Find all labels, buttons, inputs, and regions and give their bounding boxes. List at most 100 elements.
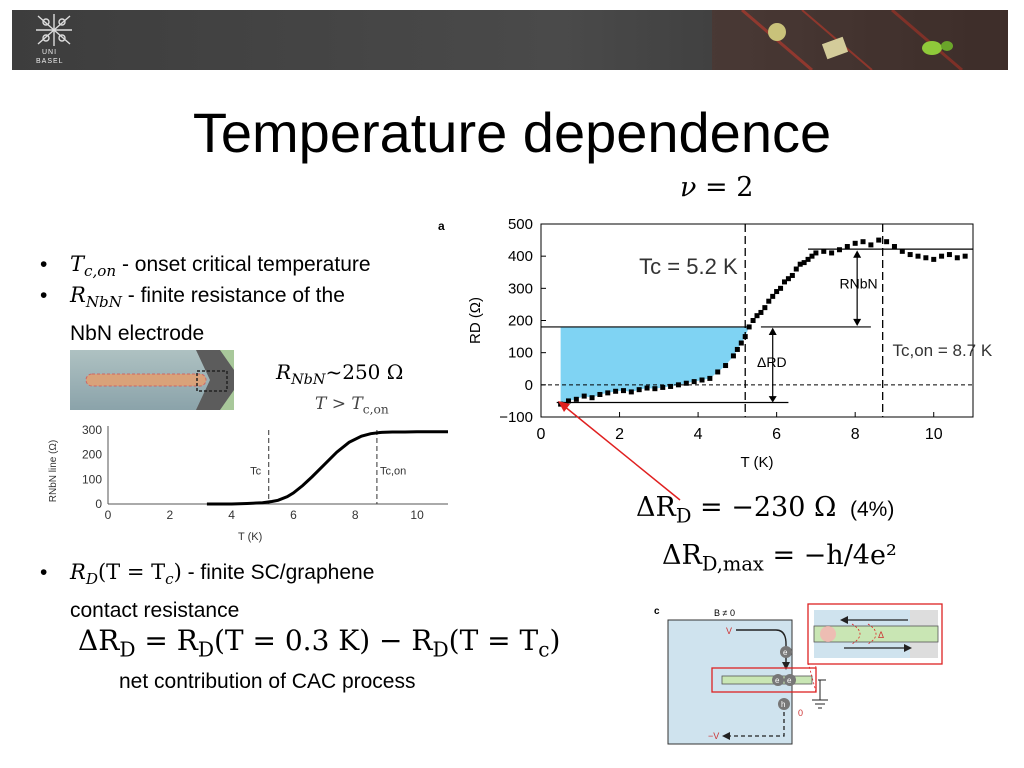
tc-on-annotation: Tc,on = 8.7 K — [892, 341, 992, 360]
tc-annotation: Tc — [250, 465, 262, 477]
x-tick-label: 2 — [166, 508, 173, 522]
data-point — [613, 388, 619, 394]
delta-rd-arrow-head — [768, 327, 777, 335]
y-tick-label: 0 — [95, 497, 102, 511]
rnbn-curve — [206, 430, 448, 506]
data-point — [762, 305, 768, 311]
delta-rd-annotation: ΔRD — [757, 354, 787, 370]
data-point — [793, 266, 799, 272]
data-point — [852, 240, 858, 246]
y-tick-label: 100 — [508, 345, 533, 362]
logo-text-basel: BASEL — [36, 58, 64, 65]
data-point — [774, 289, 780, 295]
rnbn-annotation: RNbN — [839, 275, 877, 291]
data-point — [939, 253, 945, 259]
data-point — [836, 247, 842, 253]
rnbn-arrow-head — [853, 318, 862, 326]
y-axis-label: RNbN line (Ω) — [48, 440, 59, 503]
data-point — [738, 340, 744, 346]
data-point — [884, 239, 890, 245]
electron-label: e — [783, 648, 788, 657]
x-tick-label: 6 — [772, 426, 781, 443]
electron-label-2: e — [775, 676, 780, 685]
delta-rd-value: ΔRD = −230 Ω — [636, 492, 837, 528]
bug-icon — [922, 41, 942, 55]
data-point — [683, 380, 689, 386]
data-point — [813, 250, 819, 256]
y-tick-label: 500 — [508, 216, 533, 233]
y-tick-label: 400 — [508, 248, 533, 265]
nbn-electrode-image — [70, 350, 234, 410]
data-point — [628, 389, 634, 395]
data-point — [923, 255, 929, 261]
data-point — [785, 276, 791, 282]
x-tick-label: 0 — [537, 426, 546, 443]
x-tick-label: 10 — [410, 508, 424, 522]
zoom-box — [196, 370, 228, 392]
delta-label: Δ — [878, 630, 884, 640]
data-point — [746, 324, 752, 330]
data-point — [805, 256, 811, 262]
data-point — [730, 353, 736, 359]
x-tick-label: 10 — [925, 426, 943, 443]
minus-v-label: −V — [708, 731, 719, 741]
data-point — [652, 386, 658, 392]
v-label: V — [726, 626, 732, 636]
data-point — [860, 239, 866, 245]
data-point — [715, 369, 721, 375]
y-tick-label: 300 — [82, 423, 102, 437]
data-point — [962, 253, 968, 259]
tc-on-annotation: Tc,on — [380, 465, 406, 477]
data-point — [891, 244, 897, 250]
data-point — [931, 256, 937, 262]
data-point — [734, 346, 740, 352]
filling-factor-label: ν = 2 — [680, 172, 754, 203]
panel-a-label: a — [438, 219, 445, 233]
data-point — [809, 253, 815, 259]
x-tick-label: 4 — [228, 508, 235, 522]
y-tick-label: 0 — [525, 377, 533, 394]
tc-annotation: Tc = 5.2 K — [639, 254, 738, 279]
data-point — [750, 318, 756, 323]
y-axis-label: RD (Ω) — [467, 297, 484, 344]
delta-rd-max-value: ΔRD,max = −h/4e² — [662, 540, 897, 576]
cac-process-diagram: c B ≠ 0 V e e e h 0 −V Δ — [654, 603, 943, 745]
data-point — [899, 248, 905, 254]
panel-c-label: c — [654, 606, 660, 617]
b-field-label: B ≠ 0 — [714, 608, 735, 618]
data-point — [691, 379, 697, 385]
chip-icon — [821, 36, 849, 60]
data-point — [699, 377, 705, 383]
data-point — [660, 384, 666, 390]
data-point — [581, 393, 587, 399]
logo-text-uni: UNI — [42, 49, 58, 56]
data-point — [781, 279, 787, 285]
data-point — [597, 391, 603, 397]
x-axis-label: T (K) — [238, 531, 262, 543]
data-point — [605, 390, 611, 396]
delta-rd-equation: ΔRD = RD(T = 0.3 K) − RD(T = Tc) — [78, 624, 561, 662]
page-title: Temperature dependence — [192, 101, 832, 164]
y-tick-label: 200 — [82, 448, 102, 462]
percent-label: (4%) — [850, 498, 895, 521]
y-tick-label: 300 — [508, 280, 533, 297]
x-tick-label: 8 — [851, 426, 860, 443]
data-point — [876, 237, 882, 243]
data-point — [754, 313, 760, 319]
rnbn-arrow-head — [853, 250, 862, 258]
zero-label: 0 — [798, 708, 803, 718]
data-point — [907, 252, 913, 258]
bullet-rnbn: • RNbN - finite resistance of the NbN el… — [40, 283, 345, 346]
data-point — [829, 250, 835, 256]
header-banner: UNI BASEL — [12, 10, 1008, 70]
data-point — [789, 272, 795, 278]
data-point — [675, 382, 681, 388]
data-point — [636, 387, 642, 393]
hole-label: h — [781, 700, 785, 709]
data-point — [668, 383, 674, 389]
data-point — [758, 309, 764, 315]
data-point — [573, 396, 579, 402]
t-condition-label: T > Tc,on — [315, 394, 389, 417]
electron-label-3: e — [787, 676, 792, 685]
